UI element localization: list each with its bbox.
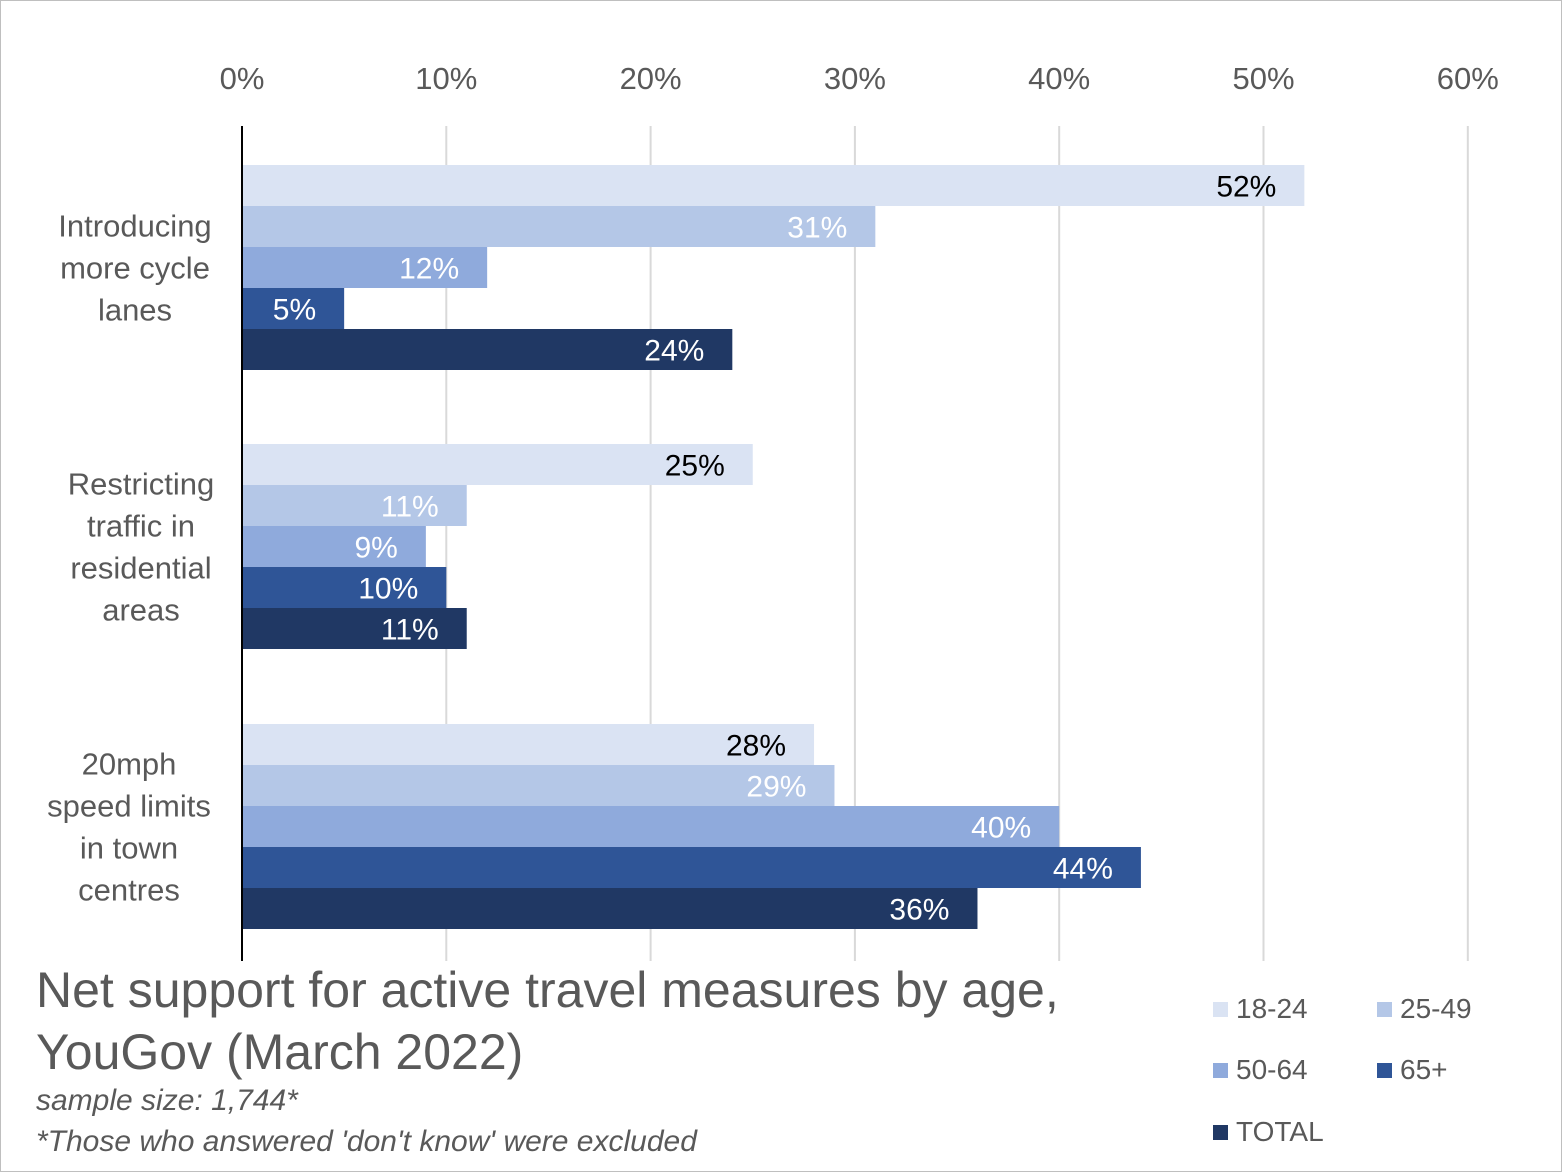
- category-label-line: Introducing: [58, 209, 211, 244]
- category-label: Introducing more cycle lanes: [58, 209, 211, 328]
- legend-item: 25-49: [1377, 993, 1472, 1025]
- legend-label: 50-64: [1236, 1054, 1308, 1085]
- bar: [242, 847, 1141, 888]
- data-label: 44%: [1053, 853, 1113, 886]
- legend-item: 50-64: [1213, 1054, 1308, 1086]
- data-label: 36%: [889, 894, 949, 927]
- data-label: 24%: [644, 335, 704, 368]
- bar: [242, 526, 426, 567]
- chart-title: Net support for active travel measures b…: [36, 962, 1059, 1080]
- bar: [242, 888, 978, 929]
- category-label-line: lanes: [98, 293, 172, 328]
- data-label: 9%: [355, 532, 398, 565]
- category-label-line: in town: [80, 831, 178, 866]
- category-label: Restricting traffic in residential areas: [68, 467, 214, 628]
- bar: [242, 724, 815, 765]
- category-label: 20mph speed limits in town centres: [47, 747, 211, 908]
- x-tick-label: 30%: [824, 61, 886, 96]
- bar: [242, 485, 467, 526]
- category-label-line: centres: [78, 873, 180, 908]
- category-label-line: traffic in: [87, 509, 195, 544]
- bar: [242, 329, 733, 370]
- x-tick-label: 10%: [415, 61, 477, 96]
- legend-label: 18-24: [1236, 993, 1308, 1024]
- legend-label: TOTAL: [1236, 1116, 1324, 1147]
- data-label: 12%: [399, 253, 459, 286]
- data-label: 25%: [665, 450, 725, 483]
- bar: [242, 247, 488, 288]
- category-label-line: residential: [70, 551, 211, 586]
- x-tick-label: 40%: [1028, 61, 1090, 96]
- data-label: 28%: [726, 730, 786, 763]
- data-label: 11%: [381, 491, 439, 524]
- data-label: 31%: [787, 212, 847, 245]
- legend-swatch: [1213, 1124, 1228, 1140]
- legend-item: TOTAL: [1213, 1116, 1324, 1148]
- data-label: 5%: [273, 294, 316, 327]
- category-label-line: more cycle: [60, 251, 210, 286]
- bar: [242, 567, 447, 608]
- chart-plot: 0% 10% 20% 30% 40% 50% 60% 52% 25% 28% 31% 11% 29% 12…: [47, 61, 1499, 961]
- category-label-line: areas: [102, 593, 180, 628]
- bar: [242, 608, 467, 649]
- legend-label: 25-49: [1400, 993, 1472, 1024]
- legend-item: 65+: [1377, 1054, 1448, 1086]
- x-tick-label: 0%: [220, 61, 265, 96]
- bar: [242, 444, 753, 485]
- legend-swatch: [1377, 1062, 1392, 1078]
- data-label: 40%: [971, 812, 1031, 845]
- bar: [242, 806, 1060, 847]
- exclusion-note: *Those who answered 'don't know' were ex…: [36, 1125, 697, 1158]
- category-label-line: speed limits: [47, 789, 211, 824]
- x-tick-label: 60%: [1437, 61, 1499, 96]
- data-label: 10%: [358, 573, 418, 606]
- x-tick-label: 20%: [620, 61, 682, 96]
- legend-item: 18-24: [1213, 993, 1308, 1025]
- bar: [242, 165, 1305, 206]
- legend-swatch: [1377, 1001, 1392, 1017]
- x-tick-label: 50%: [1232, 61, 1294, 96]
- data-label: 29%: [746, 771, 806, 804]
- bar: [242, 765, 835, 806]
- bar: [242, 288, 345, 329]
- category-label-line: Restricting: [68, 467, 214, 502]
- data-label: 52%: [1216, 171, 1276, 204]
- legend-label: 65+: [1400, 1054, 1448, 1085]
- data-label: 11%: [381, 614, 439, 647]
- bar: [242, 206, 876, 247]
- category-label-line: 20mph: [82, 747, 177, 782]
- legend-swatch: [1213, 1062, 1228, 1078]
- legend-swatch: [1213, 1001, 1228, 1017]
- sample-size-note: sample size: 1,744*: [36, 1084, 298, 1117]
